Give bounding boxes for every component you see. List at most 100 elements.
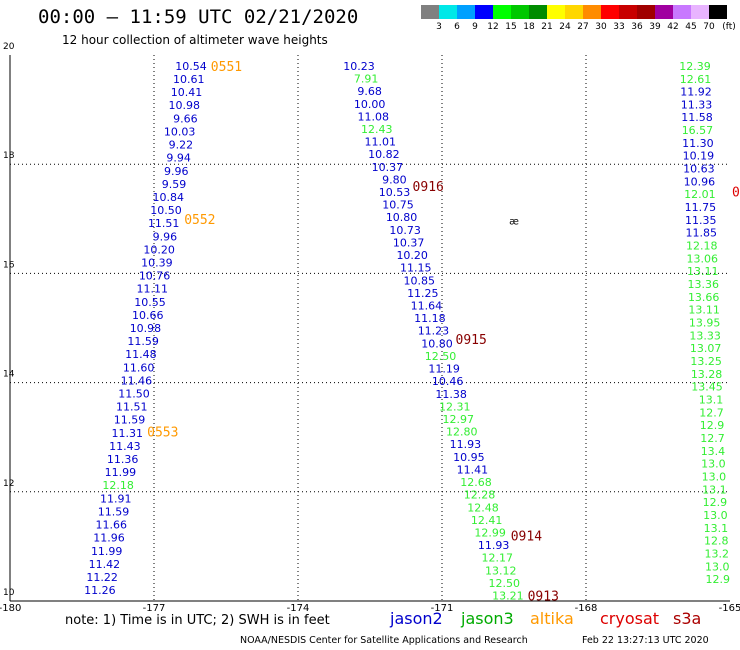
wave-height-value: 13.11 xyxy=(688,304,720,317)
color-swatch xyxy=(547,5,565,19)
wave-height-value: 10.98 xyxy=(168,99,200,112)
wave-height-value: 10.41 xyxy=(171,86,203,99)
wave-height-value: 13.1 xyxy=(699,394,724,407)
wave-height-value: 11.46 xyxy=(121,374,153,387)
color-scale-label: 30 xyxy=(595,22,607,32)
wave-height-value: 12.48 xyxy=(467,501,499,514)
color-scale-label: 36 xyxy=(631,22,643,32)
wave-height-value: 11.59 xyxy=(127,335,159,348)
wave-height-value: 9.22 xyxy=(169,139,194,152)
wave-height-value: 10.66 xyxy=(132,309,164,322)
color-swatch xyxy=(493,5,511,19)
satellite-name: jason3 xyxy=(461,609,514,628)
color-scale-label: 42 xyxy=(667,22,679,32)
wave-height-value: 12.17 xyxy=(481,552,513,565)
wave-height-value: 13.45 xyxy=(691,381,723,394)
wave-height-value: 10.75 xyxy=(382,199,414,212)
wave-height-value: 12.99 xyxy=(474,526,506,539)
wave-height-value: 11.35 xyxy=(685,214,717,227)
y-tick-label: 10 xyxy=(3,588,15,598)
wave-height-value: 13.07 xyxy=(690,342,722,355)
wave-height-value: 10.80 xyxy=(386,211,418,224)
wave-height-value: 11.43 xyxy=(109,440,141,453)
wave-height-value: 11.91 xyxy=(100,492,132,505)
wave-height-value: 10.63 xyxy=(683,163,715,176)
wave-height-value: 11.23 xyxy=(418,325,450,338)
wave-height-value: 11.30 xyxy=(682,137,714,150)
wave-height-value: 12.80 xyxy=(446,426,478,439)
wave-height-value: 11.99 xyxy=(105,466,137,479)
color-scale-label: 6 xyxy=(454,22,460,32)
x-tick-label: -180 xyxy=(0,603,21,614)
satellite-name: altika xyxy=(530,609,574,628)
wave-height-value: 13.11 xyxy=(687,265,719,278)
wave-height-value: 9.66 xyxy=(173,112,198,125)
color-swatch xyxy=(655,5,673,19)
wave-height-value: 11.25 xyxy=(407,287,439,300)
wave-height-value: 10.53 xyxy=(379,186,411,199)
wave-height-value: 13.4 xyxy=(701,445,726,458)
y-tick-label: 16 xyxy=(3,260,15,270)
color-swatch xyxy=(457,5,475,19)
agency-credit: NOAA/NESDIS Center for Satellite Applica… xyxy=(240,635,528,646)
wave-height-value: 11.92 xyxy=(680,86,712,99)
color-scale-label: 27 xyxy=(577,22,589,32)
wave-height-value: 11.38 xyxy=(435,388,467,401)
wave-height-value: 12.31 xyxy=(439,400,471,413)
wave-height-value: 10.96 xyxy=(684,175,716,188)
color-swatch xyxy=(529,5,547,19)
color-scale-label: 12 xyxy=(487,22,499,32)
time-label: 0552 xyxy=(184,213,215,228)
wave-height-value: 11.66 xyxy=(96,519,128,532)
wave-height-value: 11.22 xyxy=(86,571,118,584)
time-label: 0916 xyxy=(413,180,444,195)
color-scale-label: 9 xyxy=(472,22,478,32)
color-swatch xyxy=(601,5,619,19)
wave-height-value: 13.95 xyxy=(689,317,721,330)
wave-height-value: 10.03 xyxy=(164,125,196,138)
color-swatch xyxy=(691,5,709,19)
wave-height-value: 13.21 xyxy=(492,590,524,603)
color-swatch xyxy=(475,5,493,19)
wave-height-value: 13.25 xyxy=(690,355,722,368)
wave-height-value: 12.18 xyxy=(686,240,718,253)
color-swatch xyxy=(421,5,439,19)
wave-height-value: 11.60 xyxy=(123,361,155,374)
wave-height-value: 11.75 xyxy=(685,201,717,214)
wave-height-value: 12.8 xyxy=(704,535,729,548)
wave-height-value: 11.50 xyxy=(118,388,150,401)
x-tick-label: -171 xyxy=(431,603,454,614)
color-swatch xyxy=(511,5,529,19)
y-tick-label: 18 xyxy=(3,151,15,161)
wave-height-value: 16.57 xyxy=(682,124,714,137)
wave-height-value: 11.01 xyxy=(365,136,397,149)
wave-height-value: 12.68 xyxy=(460,476,492,489)
wave-height-value: 13.1 xyxy=(704,522,729,535)
wave-height-value: 12.7 xyxy=(700,432,725,445)
wave-height-value: 10.50 xyxy=(150,204,182,217)
wave-height-value: 11.36 xyxy=(107,453,139,466)
wave-height-value: 11.31 xyxy=(111,427,143,440)
wave-height-value: 9.94 xyxy=(166,152,191,165)
wave-height-value: 10.00 xyxy=(354,98,386,111)
wave-height-value: 10.37 xyxy=(372,161,404,174)
color-swatch xyxy=(673,5,691,19)
island-marker: æ xyxy=(509,216,519,227)
wave-height-value: 12.50 xyxy=(425,350,457,363)
wave-height-value: 10.23 xyxy=(343,60,375,73)
wave-height-value: 13.66 xyxy=(688,291,720,304)
wave-height-value: 13.28 xyxy=(691,368,723,381)
wave-height-value: 11.08 xyxy=(357,110,389,123)
time-label: 0913 xyxy=(528,590,559,605)
wave-height-value: 13.33 xyxy=(689,329,721,342)
wave-height-value: 12.9 xyxy=(703,496,728,509)
y-tick-label: 14 xyxy=(3,370,15,380)
color-scale-label: 39 xyxy=(649,22,661,32)
wave-height-value: 13.0 xyxy=(702,471,727,484)
x-tick-label: -165 xyxy=(719,603,740,614)
wave-height-value: 12.9 xyxy=(700,419,725,432)
wave-height-value: 11.41 xyxy=(457,463,489,476)
wave-height-value: 9.80 xyxy=(382,173,407,186)
wave-height-value: 11.11 xyxy=(137,283,169,296)
wave-height-value: 13.0 xyxy=(703,509,728,522)
